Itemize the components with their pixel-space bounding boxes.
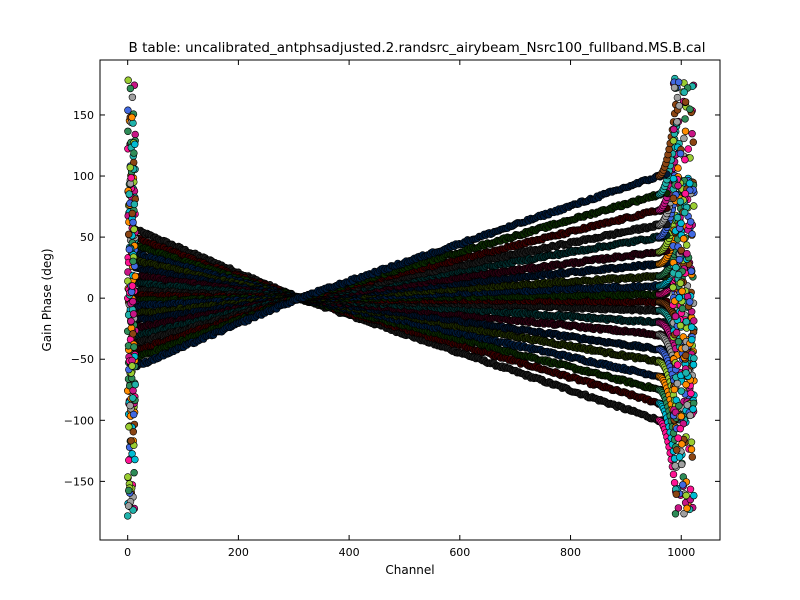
plot-area bbox=[123, 74, 698, 520]
data-point bbox=[669, 470, 678, 479]
